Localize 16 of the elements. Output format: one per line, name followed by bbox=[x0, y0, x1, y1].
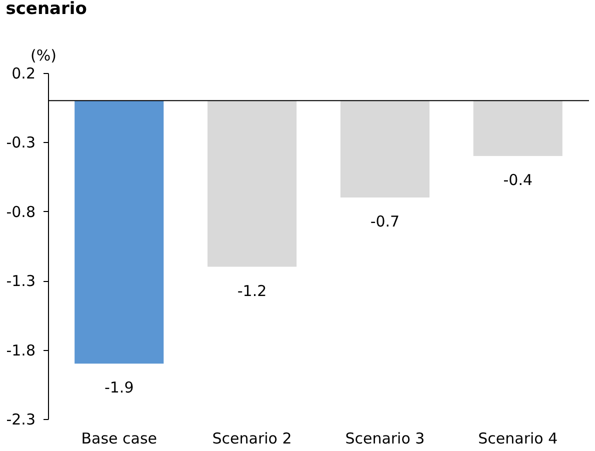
x-tick-label: Scenario 4 bbox=[478, 430, 558, 448]
chart-title: scenario bbox=[6, 0, 87, 19]
y-tick-label: -2.3 bbox=[6, 410, 36, 428]
x-tick-label: Base case bbox=[81, 430, 158, 448]
data-label: -1.2 bbox=[237, 282, 267, 300]
y-axis-title: (%) bbox=[30, 46, 56, 64]
data-label: -1.9 bbox=[104, 378, 134, 397]
data-label: -0.7 bbox=[370, 212, 400, 231]
y-tick-label: -0.8 bbox=[6, 202, 36, 221]
y-tick-label: -1.3 bbox=[6, 272, 36, 290]
x-tick-label: Scenario 2 bbox=[212, 430, 292, 448]
data-label: -0.4 bbox=[503, 171, 533, 190]
y-tick-label: -1.8 bbox=[6, 341, 36, 360]
y-tick-label: 0.2 bbox=[12, 64, 36, 82]
x-tick-label: Scenario 3 bbox=[345, 430, 425, 448]
y-tick-label: -0.3 bbox=[6, 134, 36, 152]
